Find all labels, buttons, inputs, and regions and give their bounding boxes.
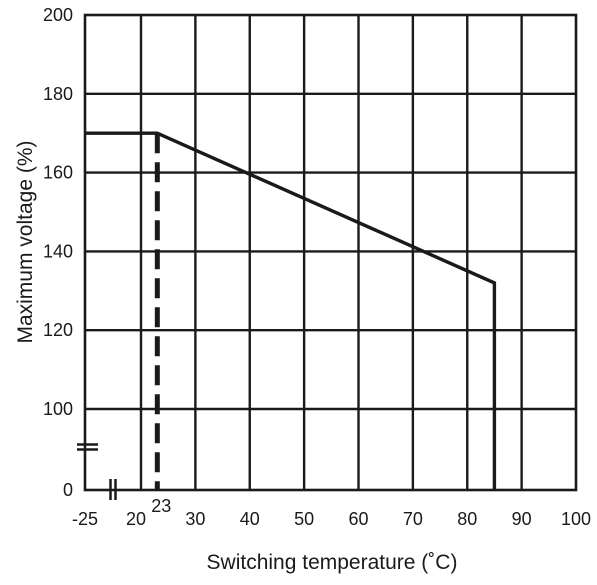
- x-tick-label: 70: [403, 509, 423, 529]
- grid: [77, 13, 578, 500]
- tick-labels: -25 20 30 40 50 60 70 80 90 100 23 0 100 120 140 160 180…: [43, 5, 591, 529]
- x-tick-label: 60: [348, 509, 368, 529]
- y-axis-title: Maximum voltage (%): [14, 140, 37, 343]
- y-tick-label: 120: [43, 320, 73, 340]
- series-line: [85, 131, 497, 490]
- y-tick-label: 160: [43, 163, 73, 183]
- series-layer: [85, 131, 497, 490]
- x-tick-label: -25: [72, 509, 98, 529]
- y-tick-label: 180: [43, 84, 73, 104]
- x-tick-label: 50: [294, 509, 314, 529]
- y-tick-label: 200: [43, 5, 73, 25]
- y-tick-label: 140: [43, 241, 73, 261]
- x-tick-label: 30: [185, 509, 205, 529]
- y-tick-label: 0: [63, 480, 73, 500]
- y-tick-label: 100: [43, 399, 73, 419]
- x-tick-label: 100: [561, 509, 591, 529]
- x-tick-label: 80: [457, 509, 477, 529]
- x-axis-title: Switching temperature (˚C): [207, 551, 458, 574]
- x-tick-label: 20: [126, 509, 146, 529]
- x-tick-label: 40: [240, 509, 260, 529]
- x-marker-label: 23: [151, 496, 171, 516]
- x-tick-label: 90: [512, 509, 532, 529]
